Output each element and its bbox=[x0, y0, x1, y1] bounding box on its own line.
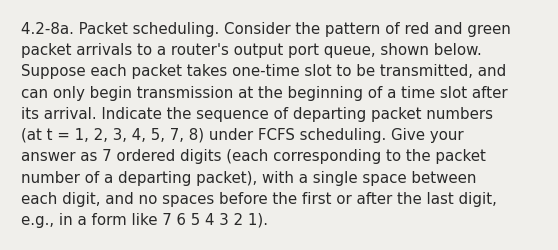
Text: 4.2-8a. Packet scheduling. Consider the pattern of red and green
packet arrivals: 4.2-8a. Packet scheduling. Consider the … bbox=[21, 22, 511, 227]
